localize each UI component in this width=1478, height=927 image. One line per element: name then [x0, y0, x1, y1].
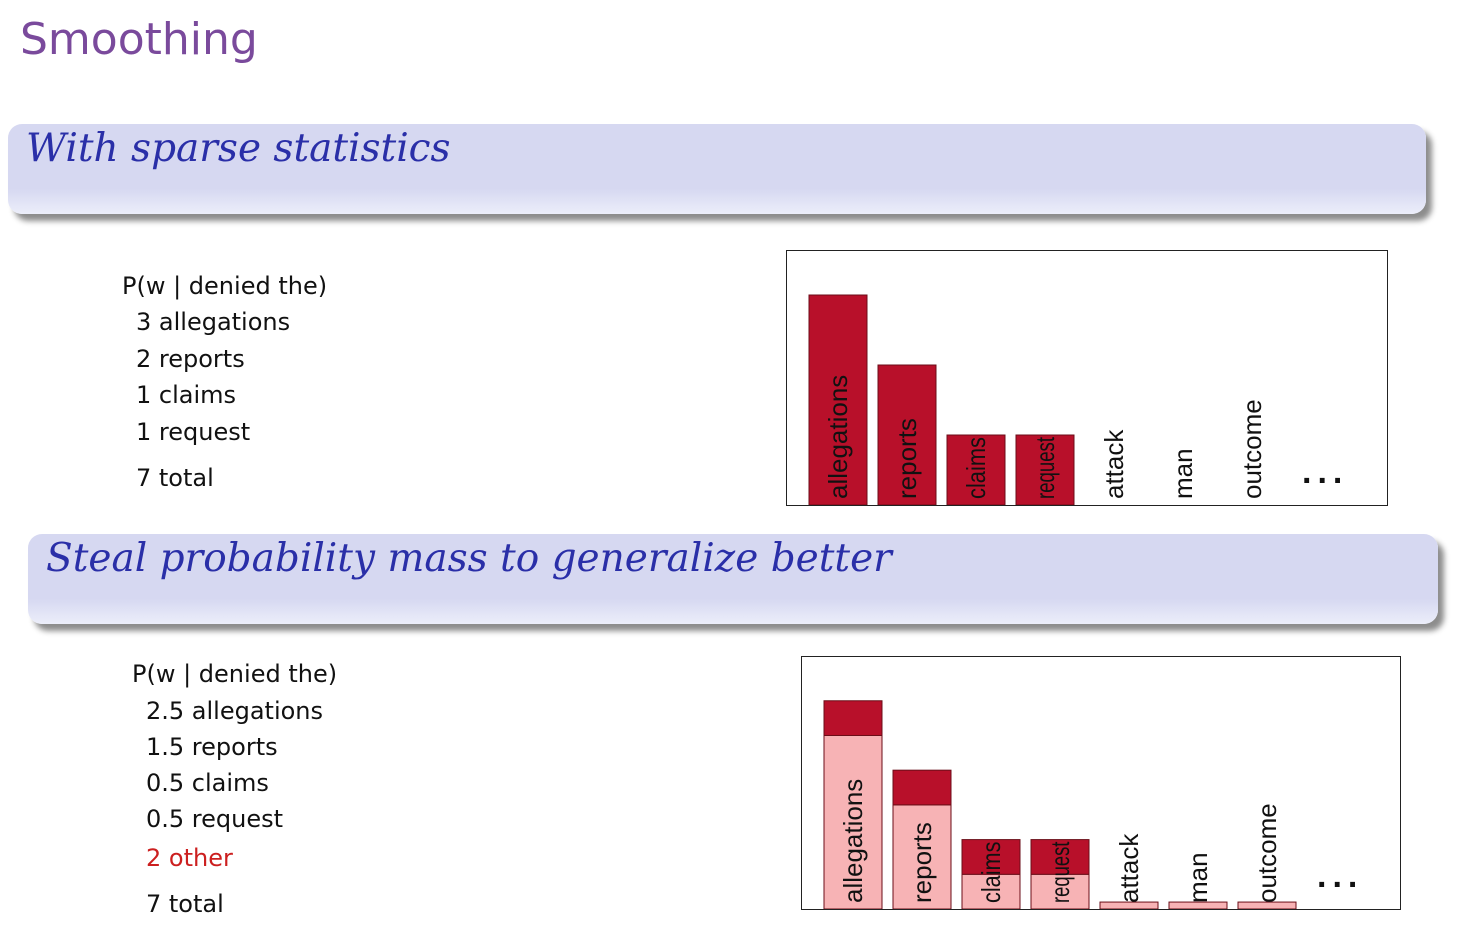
- bar-segment-reports: [892, 804, 952, 909]
- chart-ellipsis: ...: [1317, 857, 1363, 895]
- bar-claims: [946, 434, 1006, 505]
- count-line: 0.5 request: [146, 805, 284, 833]
- tick-label-man: man: [1168, 448, 1198, 499]
- block-title: With sparse statistics: [26, 126, 451, 171]
- tick-label-outcome: outcome: [1237, 399, 1267, 499]
- block-title: Steal probability mass to generalize bet…: [46, 536, 892, 581]
- counts-list-sparse: P(w | denied the) 3 allegations 2 report…: [122, 268, 422, 498]
- bar-reports: [877, 364, 937, 505]
- tick-label-attack: attack: [1114, 833, 1144, 903]
- tick-label-attack: attack: [1099, 429, 1129, 499]
- bar-chart-smoothed: allegations reports claims request attack man…: [801, 656, 1401, 910]
- bar-segment-request: [1030, 839, 1090, 875]
- count-line: 0.5 claims: [146, 769, 269, 797]
- tick-label-allegations: allegations: [838, 779, 868, 903]
- bar-segment-claims: [961, 839, 1021, 875]
- tick-label-outcome: outcome: [1252, 803, 1282, 903]
- count-line: 1 claims: [136, 381, 237, 409]
- bar-segment-allegations: [823, 700, 883, 736]
- block-steal-probability-mass: Steal probability mass to generalize bet…: [28, 534, 1438, 624]
- slide-title: Smoothing: [20, 14, 258, 65]
- bar-chart-sparse: allegations reports claims request attack man…: [786, 250, 1388, 506]
- tick-label-request: request: [1045, 841, 1075, 903]
- count-other: 2 other: [146, 844, 233, 872]
- bar-segment-allegations: [823, 734, 883, 909]
- probability-header: P(w | denied the): [122, 272, 328, 300]
- bar-request: [1015, 434, 1075, 505]
- tick-label-request: request: [1030, 436, 1060, 499]
- count-line: 1 request: [136, 418, 251, 446]
- chart-ellipsis: ...: [1302, 453, 1348, 491]
- count-total: 7 total: [146, 890, 224, 918]
- tick-label-man: man: [1183, 852, 1213, 903]
- bar-segment-claims: [961, 873, 1021, 909]
- bar-chart-smoothed-svg: allegations reports claims request attack man…: [823, 700, 1363, 909]
- tick-label-claims: claims: [976, 842, 1006, 903]
- count-line: 3 allegations: [136, 308, 291, 336]
- tick-label-reports: reports: [892, 418, 922, 499]
- bar-segment-reports: [892, 769, 952, 806]
- count-line: 1.5 reports: [146, 733, 278, 761]
- count-total: 7 total: [136, 464, 214, 492]
- tick-label-allegations: allegations: [823, 375, 853, 499]
- tick-label-reports: reports: [907, 822, 937, 903]
- counts-list-smoothed: P(w | denied the) 2.5 allegations 1.5 re…: [132, 656, 452, 926]
- count-line: 2.5 allegations: [146, 697, 324, 725]
- probability-header: P(w | denied the): [132, 660, 338, 688]
- tick-label-claims: claims: [961, 437, 991, 499]
- bar-chart-sparse-svg: allegations reports claims request attack man…: [808, 294, 1348, 505]
- bar-allegations: [808, 294, 868, 505]
- block-sparse-statistics: With sparse statistics: [8, 124, 1426, 214]
- count-line: 2 reports: [136, 345, 245, 373]
